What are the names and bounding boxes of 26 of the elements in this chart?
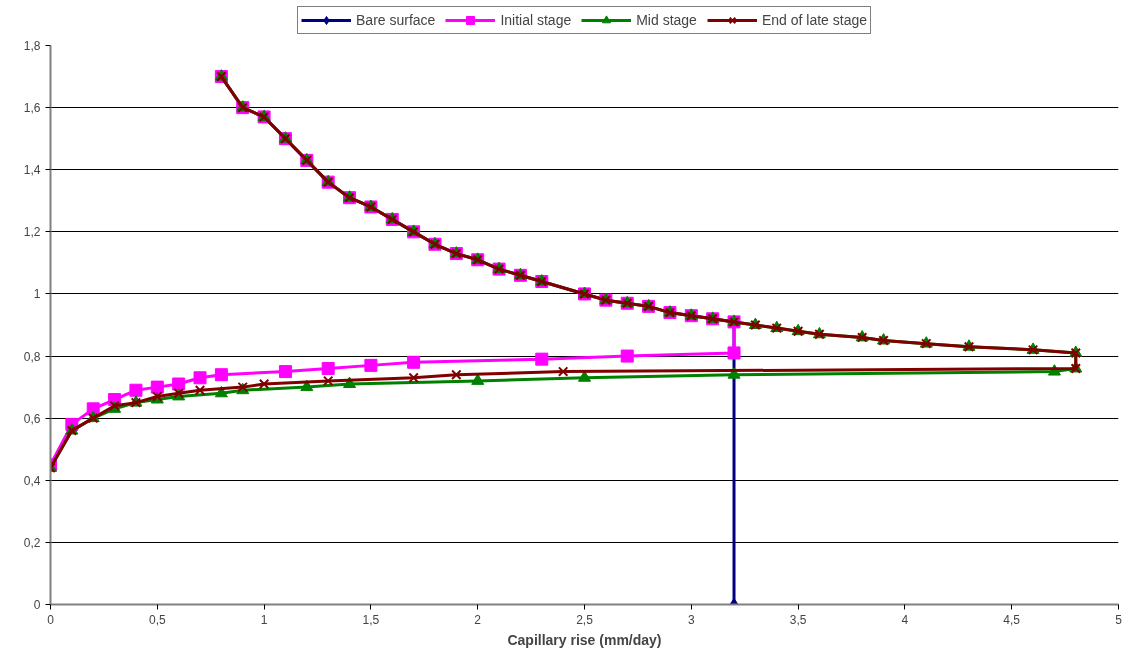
x-axis-title: Capillary rise (mm/day)	[507, 631, 662, 648]
y-tick-label: 1,2	[23, 225, 41, 240]
x-tick-label: 0	[47, 612, 55, 627]
x-tick-label: 3,5	[789, 612, 807, 627]
y-tick-label: 0,4	[23, 473, 41, 488]
x-tick-label: 2	[474, 612, 482, 627]
x-tick-label: 5	[1115, 612, 1123, 627]
x-tick-label: 2,5	[576, 612, 594, 627]
y-tick-label: 0,8	[23, 349, 41, 364]
x-tick-label: 1,5	[362, 612, 380, 627]
y-tick-label: 0,2	[23, 535, 41, 550]
legend-label: End of late stage	[761, 12, 867, 28]
x-tick-label: 1	[260, 612, 268, 627]
legend-label: Bare surface	[356, 12, 436, 28]
y-tick-label: 1	[33, 287, 41, 302]
y-tick-label: 0,6	[23, 411, 41, 426]
x-tick-label: 0,5	[148, 612, 166, 627]
x-tick-label: 4	[901, 612, 909, 627]
y-tick-label: 1,8	[23, 39, 41, 53]
x-tick-label: 4,5	[1003, 612, 1021, 627]
x-tick-label: 3	[687, 612, 695, 627]
legend-label: Initial stage	[500, 12, 572, 28]
y-tick-label: 1,6	[23, 101, 41, 116]
y-tick-label: 1,4	[23, 163, 41, 178]
y-tick-label: 0	[33, 598, 41, 612]
legend-label: Mid stage	[636, 12, 697, 28]
